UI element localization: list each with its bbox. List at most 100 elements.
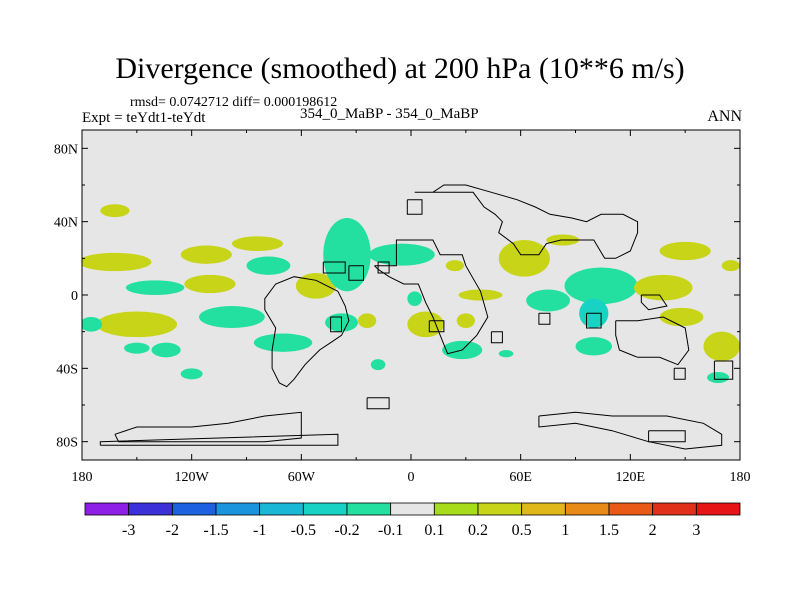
- divergence-blob-34: [659, 307, 704, 327]
- x-tick-label-1: 120W: [175, 470, 210, 485]
- colorbar-label-5: -0.2: [334, 522, 359, 539]
- divergence-blob-25: [498, 350, 514, 358]
- x-tick-label-4: 60E: [509, 470, 532, 485]
- divergence-blob-32: [633, 274, 693, 301]
- divergence-blob-23: [458, 289, 503, 301]
- colorbar-box-8: [433, 502, 479, 516]
- experiment-label: Expt = teYdt1-teYdt: [82, 110, 206, 126]
- coastline-16: [114, 411, 302, 443]
- coastline-2: [414, 184, 639, 259]
- divergence-blob-1: [82, 252, 152, 272]
- divergence-blob-38: [180, 368, 203, 380]
- colorbar-box-0: [84, 502, 130, 516]
- divergence-blob-19: [407, 291, 422, 306]
- coastline-7: [377, 261, 390, 274]
- y-axis: 80S 40S 0 40N 80N: [54, 142, 740, 451]
- colorbar-label-3: -1: [253, 522, 266, 539]
- y-tick-label-3: 40N: [54, 216, 78, 231]
- colorbar-box-10: [521, 502, 566, 516]
- colorbar-label-7: 0.1: [424, 522, 444, 539]
- colorbar-box-12: [608, 502, 654, 516]
- divergence-blob-37: [721, 260, 740, 272]
- coastlines: [99, 184, 734, 450]
- coastline-4: [322, 261, 346, 274]
- colorbar-label-8: 0.2: [468, 522, 488, 539]
- coastline-14: [673, 367, 686, 380]
- divergence-blob-13: [295, 273, 337, 299]
- colorbar-box-11: [564, 502, 610, 516]
- colorbar-label-11: 1.5: [599, 522, 619, 539]
- colorbar-label-4: -0.5: [291, 522, 316, 539]
- colorbar-box-13: [652, 502, 697, 516]
- x-tick-label-3: 0: [408, 470, 415, 485]
- coastline-12: [615, 316, 690, 366]
- case-label: 354_0_MaBP - 354_0_MaBP: [300, 106, 479, 122]
- y-tick-label-4: 80N: [54, 142, 78, 157]
- divergence-blob-18: [368, 243, 435, 266]
- divergence-blob-28: [526, 289, 571, 312]
- chart-title: Divergence (smoothed) at 200 hPa (10**6 …: [115, 52, 685, 85]
- colorbar-box-1: [128, 502, 173, 516]
- x-tick-label-2: 60W: [288, 470, 316, 485]
- colorbar-box-7: [390, 502, 435, 516]
- y-tick-label-1: 40S: [56, 362, 78, 377]
- coastline-10: [538, 312, 551, 325]
- colorbar-box-14: [695, 502, 741, 516]
- colorbar-label-9: 0.5: [512, 522, 532, 539]
- coastline-8: [428, 320, 445, 333]
- divergence-blob-33: [659, 241, 711, 261]
- divergence-blob-4: [82, 317, 103, 332]
- divergence-blob-35: [703, 331, 740, 362]
- coastline-0: [374, 239, 489, 355]
- colorbar-label-1: -2: [166, 522, 179, 539]
- divergence-blob-11: [246, 256, 291, 275]
- x-axis: 180 120W 60W 0 60E 120E 180: [72, 130, 751, 485]
- divergence-blob-5: [124, 342, 150, 354]
- y-tick-label-0: 80S: [56, 436, 78, 451]
- divergence-blob-8: [184, 274, 236, 294]
- divergence-blob-29: [564, 267, 638, 305]
- divergence-blob-21: [445, 260, 465, 272]
- stats-text: rmsd= 0.0742712 diff= 0.000198612: [130, 95, 338, 110]
- divergence-blob-6: [151, 342, 181, 358]
- divergence-blob-9: [198, 306, 265, 328]
- x-tick-label-5: 120E: [616, 470, 646, 485]
- coastline-13: [640, 294, 668, 311]
- divergence-blob-3: [96, 311, 178, 338]
- colorbar-box-4: [259, 502, 304, 516]
- coastline-5: [264, 276, 350, 388]
- coastline-11: [586, 312, 602, 329]
- divergence-blob-16: [357, 313, 377, 328]
- divergence-blob-2: [125, 280, 185, 295]
- coastline-20: [648, 430, 686, 443]
- colorbar-box-5: [302, 502, 348, 516]
- coastline-3: [348, 265, 364, 281]
- season-label: ANN: [707, 108, 742, 125]
- coastline-1: [406, 199, 423, 215]
- colorbar-box-2: [171, 502, 217, 516]
- colorbar-label-12: 2: [649, 522, 657, 539]
- divergence-blob-7: [180, 245, 232, 264]
- coastline-17: [99, 433, 339, 446]
- coastline-19: [538, 411, 723, 450]
- coastline-9: [490, 331, 503, 344]
- divergence-blob-10: [231, 236, 284, 252]
- y-tick-label-2: 0: [71, 289, 78, 304]
- colorbar-label-10: 1: [561, 522, 569, 539]
- coastline-18: [366, 397, 390, 410]
- coastline-6: [330, 316, 342, 333]
- colorbar-box-6: [346, 502, 392, 516]
- colorbar-box-9: [477, 502, 523, 516]
- coastline-15: [713, 360, 734, 380]
- divergence-blob-0: [100, 204, 130, 218]
- colorbar-box-3: [215, 502, 261, 516]
- colorbar-label-0: -3: [122, 522, 135, 539]
- divergence-blob-31: [575, 337, 613, 356]
- x-tick-label-0: 180: [72, 470, 93, 485]
- colorbar-label-13: 3: [692, 522, 700, 539]
- divergence-blob-17: [370, 359, 386, 371]
- x-tick-label-6: 180: [730, 470, 751, 485]
- colorbar-label-2: -1.5: [203, 522, 228, 539]
- colorbar: -3 -2 -1.5 -1 -0.5 -0.2 -0.1 0.1 0.2 0.5 1 1.5 2 3: [84, 502, 741, 539]
- divergence-blob-12: [253, 333, 313, 352]
